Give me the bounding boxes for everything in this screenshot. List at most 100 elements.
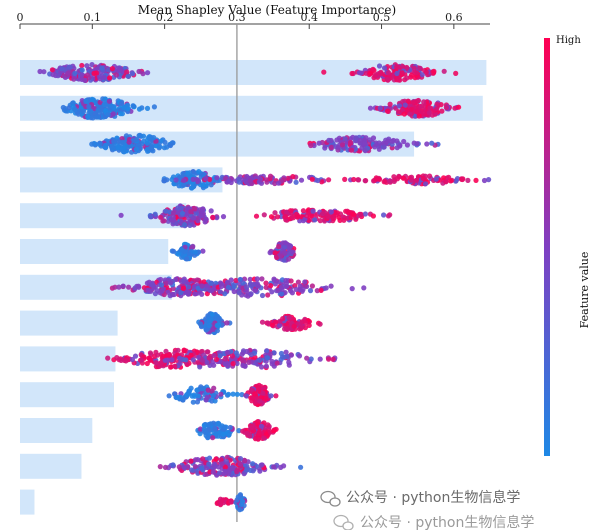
shap-point (276, 243, 282, 250)
shap-point (82, 77, 88, 83)
shap-point (83, 98, 89, 104)
shap-point (234, 497, 240, 503)
shap-point (284, 354, 290, 360)
shap-point (124, 69, 130, 75)
shap-point (209, 287, 215, 293)
shap-point (173, 177, 179, 183)
shap-point (269, 322, 275, 328)
shap-point (423, 69, 429, 75)
shap-point (252, 391, 258, 397)
shap-point (267, 351, 273, 357)
shap-point (267, 250, 273, 256)
shap-point (271, 277, 277, 283)
shap-point (188, 458, 194, 464)
shap-point (346, 209, 352, 215)
shap-point (404, 75, 410, 81)
shap-point (381, 212, 387, 218)
shap-point (192, 206, 198, 212)
shap-point (244, 393, 250, 399)
shap-point (396, 174, 402, 180)
shap-point (172, 363, 178, 369)
shap-point (286, 315, 292, 321)
shap-point (248, 291, 254, 297)
beeswarm-points (37, 62, 492, 513)
shap-point (381, 179, 387, 185)
shap-point (263, 177, 270, 183)
shap-point (220, 431, 226, 437)
shap-point (420, 110, 426, 116)
shap-point (294, 214, 301, 220)
shap-point (268, 214, 275, 220)
shap-point (290, 215, 296, 221)
shap-point (404, 142, 410, 148)
shap-point (217, 353, 223, 359)
shap-point (200, 206, 206, 212)
shap-point (264, 348, 270, 354)
shap-point (105, 112, 111, 118)
shap-point (55, 73, 61, 79)
shap-point (163, 208, 169, 214)
shap-point (138, 357, 144, 363)
shap-point (195, 393, 201, 399)
shap-point (357, 137, 363, 143)
shap-point (151, 104, 157, 110)
shap-point (210, 435, 216, 441)
shap-point (160, 218, 166, 224)
shap-point (189, 393, 195, 399)
shap-point (218, 457, 224, 463)
shap-point (197, 426, 203, 432)
shap-point (402, 102, 408, 108)
shap-point (307, 213, 313, 219)
shap-point (168, 280, 174, 286)
shap-point (339, 142, 345, 148)
shap-point (400, 175, 407, 181)
shap-point (199, 357, 205, 363)
shap-point (269, 358, 275, 364)
shap-point (136, 68, 142, 75)
shap-point (317, 218, 323, 224)
shap-point (420, 175, 426, 181)
shap-point (328, 283, 334, 289)
shap-point (214, 215, 220, 221)
shap-point (264, 355, 270, 361)
shap-point (120, 283, 126, 289)
shap-point (150, 148, 156, 154)
shap-point (410, 99, 416, 105)
shap-point (377, 105, 383, 111)
shap-point (315, 177, 321, 184)
shap-point (85, 114, 91, 120)
shap-point (154, 352, 161, 358)
shap-point (231, 288, 237, 295)
shap-point (274, 254, 280, 261)
shap-point (256, 357, 263, 363)
shap-point (269, 289, 275, 295)
shap-point (252, 288, 258, 294)
shap-point (314, 288, 320, 294)
shap-point (122, 144, 128, 150)
shap-point (190, 176, 196, 182)
shap-point (192, 291, 198, 297)
shap-point (128, 143, 134, 149)
shap-point (80, 109, 86, 115)
shap-point (288, 352, 294, 358)
shap-point (330, 214, 336, 220)
shap-point (265, 320, 271, 326)
shap-point (84, 72, 90, 78)
shap-point (72, 107, 78, 113)
shap-point (199, 283, 205, 289)
shap-point (280, 316, 286, 322)
shap-point (141, 138, 147, 144)
shap-point (422, 181, 429, 187)
shap-point (151, 135, 157, 141)
shap-point (164, 353, 170, 359)
shap-point (433, 176, 439, 182)
shap-point (263, 284, 269, 290)
shap-point (179, 247, 185, 253)
shap-point (226, 178, 232, 184)
shap-point (230, 465, 236, 471)
shap-point (308, 142, 314, 149)
shap-point (290, 249, 296, 255)
shap-point (144, 105, 151, 111)
shap-point (208, 208, 214, 214)
